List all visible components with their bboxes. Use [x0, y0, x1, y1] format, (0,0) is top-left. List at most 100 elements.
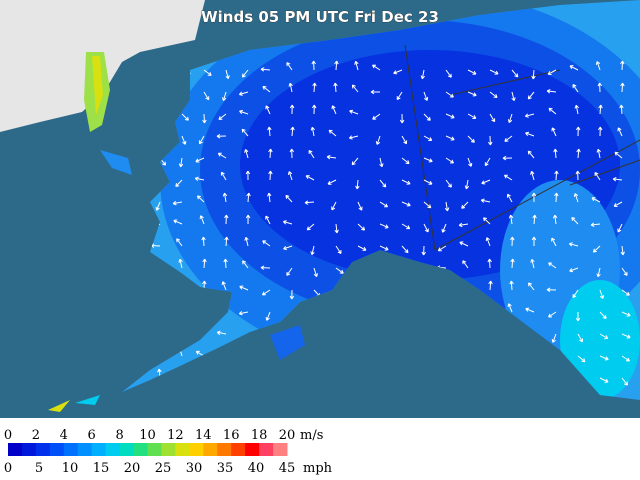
wind-arrow [268, 148, 273, 159]
mph-unit: mph [303, 461, 333, 476]
color-swatch [91, 443, 107, 456]
wind-arrow [480, 198, 491, 203]
wind-arrow [575, 312, 581, 322]
wind-arrow [599, 377, 609, 383]
color-swatch [35, 443, 51, 456]
wind-arrow [372, 64, 381, 71]
wind-arrow [553, 148, 558, 159]
wind-arrow [194, 176, 205, 181]
wind-arrow [224, 236, 229, 247]
wind-arrow [547, 69, 557, 75]
wind-arrow [335, 245, 342, 254]
wind-arrow [621, 377, 628, 386]
wind-arrow [489, 91, 498, 98]
map-title: Winds 05 PM UTC Fri Dec 23 [201, 8, 439, 26]
wind-arrow [531, 236, 537, 246]
wind-arrow [357, 201, 363, 211]
wind-arrow [287, 171, 293, 181]
wind-arrow [575, 126, 581, 137]
wind-arrow [577, 333, 583, 343]
wind-arrow [464, 179, 470, 190]
wind-arrow [572, 289, 579, 298]
wind-arrow [620, 82, 625, 93]
wind-arrow [216, 133, 227, 139]
alaska-land [122, 0, 640, 400]
wind-arrow [244, 149, 249, 159]
wind-arrow [617, 223, 623, 233]
wind-arrow [334, 60, 339, 71]
wind-arrow [379, 201, 389, 208]
color-swatch [203, 443, 218, 456]
wind-arrow [596, 148, 601, 159]
wind-arrow [423, 91, 429, 101]
wind-arrow [176, 238, 183, 247]
wind-arrow [596, 267, 601, 278]
wind-arrow [590, 222, 601, 227]
wind-arrow [370, 89, 380, 95]
wind-arrow [308, 149, 315, 159]
wind-arrow [260, 67, 271, 72]
wind-arrow [304, 200, 315, 205]
wind-arrow [335, 267, 344, 274]
wind-arrow [283, 245, 293, 251]
wind-arrow [267, 126, 272, 137]
wind-arrow [621, 355, 630, 362]
wind-arrow [267, 192, 272, 203]
ms-tick-label: 8 [115, 428, 123, 443]
mph-tick-label: 0 [4, 461, 12, 476]
wind-arrow [351, 157, 359, 166]
wind-arrow [511, 91, 516, 102]
wind-arrow [437, 245, 447, 252]
land-band [560, 280, 640, 400]
wind-arrow [527, 91, 535, 100]
wind-arrow [595, 61, 601, 71]
wind-arrow [531, 192, 537, 203]
wind-arrow [507, 193, 513, 203]
wind-arrow [225, 69, 230, 80]
wind-arrow [445, 113, 455, 119]
wind-arrow [576, 148, 581, 159]
wind-arrow [592, 245, 601, 253]
wind-arrow [401, 201, 411, 207]
wind-arrow [181, 135, 187, 145]
wind-arrow [286, 267, 293, 276]
wind-arrow [487, 135, 493, 146]
wind-arrow [621, 267, 628, 276]
mph-tick-label: 35 [217, 461, 234, 476]
wind-arrow [467, 69, 477, 75]
wind-arrow [599, 333, 609, 340]
wind-arrow [311, 104, 317, 115]
wind-arrow [178, 258, 183, 269]
wind-arrow [552, 214, 558, 225]
wind-arrow [239, 285, 249, 291]
wind-arrow [548, 311, 557, 318]
wind-arrow [461, 201, 469, 209]
wind-arrow [524, 113, 535, 118]
wind-arrow [599, 289, 605, 299]
ms-tick-label: 12 [167, 428, 184, 443]
ms-tick-label: 14 [195, 428, 212, 443]
mph-tick-label: 15 [93, 461, 110, 476]
wind-arrow [551, 127, 557, 137]
wind-arrow [621, 311, 631, 317]
wind-arrow [445, 135, 455, 141]
wind-arrow [175, 179, 183, 187]
wind-arrow [222, 91, 227, 101]
legend: 0 2 4 6 8 10 12 14 16 18 20 0 5 10 15 20 25 30 35 40 45 m/s mp… [4, 428, 333, 476]
color-swatch [21, 443, 37, 456]
wind-arrow [401, 223, 411, 230]
wind-arrow [216, 330, 227, 336]
wind-arrow [574, 104, 579, 115]
island [75, 395, 100, 405]
wind-arrow [265, 311, 271, 321]
color-swatch [77, 443, 93, 456]
wind-arrow [393, 69, 403, 75]
wind-arrow [577, 355, 586, 363]
wind-arrow [599, 311, 607, 319]
color-swatch [105, 443, 121, 456]
wind-arrow [311, 60, 316, 71]
wind-arrow [399, 113, 405, 124]
wind-arrow [203, 91, 210, 101]
